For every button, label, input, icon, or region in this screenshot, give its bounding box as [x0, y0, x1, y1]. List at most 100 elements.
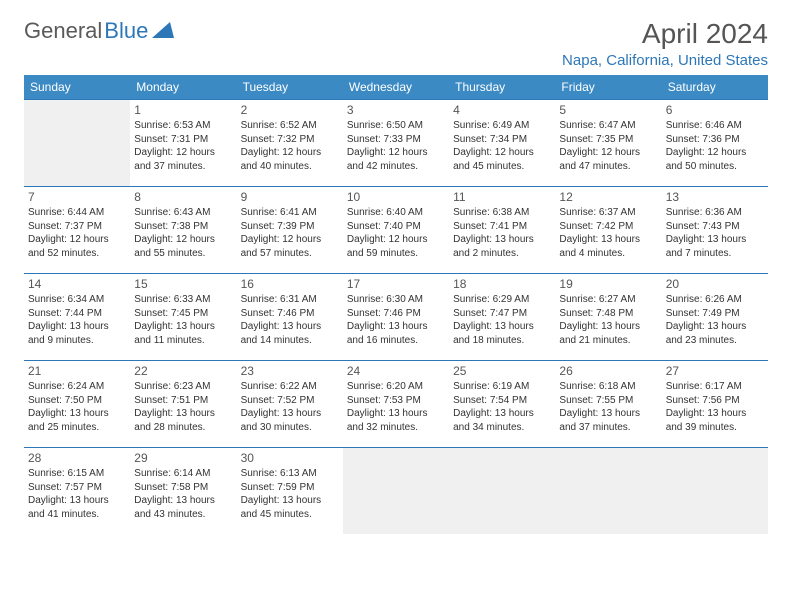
- calendar-cell: 22Sunrise: 6:23 AMSunset: 7:51 PMDayligh…: [130, 361, 236, 448]
- calendar-cell: 7Sunrise: 6:44 AMSunset: 7:37 PMDaylight…: [24, 187, 130, 274]
- dl2-text: and 37 minutes.: [559, 421, 657, 435]
- dl1-text: Daylight: 13 hours: [241, 407, 339, 421]
- dl1-text: Daylight: 13 hours: [347, 320, 445, 334]
- day-number: 28: [28, 450, 126, 466]
- dl1-text: Daylight: 12 hours: [453, 146, 551, 160]
- sunrise-text: Sunrise: 6:29 AM: [453, 293, 551, 307]
- dl1-text: Daylight: 13 hours: [559, 320, 657, 334]
- title-block: April 2024 Napa, California, United Stat…: [562, 18, 768, 69]
- sunset-text: Sunset: 7:40 PM: [347, 220, 445, 234]
- sunrise-text: Sunrise: 6:40 AM: [347, 206, 445, 220]
- calendar-cell: 3Sunrise: 6:50 AMSunset: 7:33 PMDaylight…: [343, 100, 449, 187]
- dl1-text: Daylight: 13 hours: [453, 320, 551, 334]
- day-of-week-row: Sunday Monday Tuesday Wednesday Thursday…: [24, 75, 768, 100]
- dl1-text: Daylight: 13 hours: [666, 320, 764, 334]
- calendar-cell: [662, 448, 768, 535]
- sunset-text: Sunset: 7:47 PM: [453, 307, 551, 321]
- dl1-text: Daylight: 12 hours: [28, 233, 126, 247]
- sunrise-text: Sunrise: 6:43 AM: [134, 206, 232, 220]
- sunrise-text: Sunrise: 6:17 AM: [666, 380, 764, 394]
- sunrise-text: Sunrise: 6:49 AM: [453, 119, 551, 133]
- sunset-text: Sunset: 7:36 PM: [666, 133, 764, 147]
- dl1-text: Daylight: 13 hours: [134, 320, 232, 334]
- calendar-cell: 27Sunrise: 6:17 AMSunset: 7:56 PMDayligh…: [662, 361, 768, 448]
- sunset-text: Sunset: 7:34 PM: [453, 133, 551, 147]
- sunset-text: Sunset: 7:44 PM: [28, 307, 126, 321]
- sunrise-text: Sunrise: 6:53 AM: [134, 119, 232, 133]
- sunset-text: Sunset: 7:39 PM: [241, 220, 339, 234]
- dow-wednesday: Wednesday: [343, 75, 449, 100]
- day-number: 23: [241, 363, 339, 379]
- sunset-text: Sunset: 7:42 PM: [559, 220, 657, 234]
- dow-tuesday: Tuesday: [237, 75, 343, 100]
- dl1-text: Daylight: 12 hours: [559, 146, 657, 160]
- dl2-text: and 11 minutes.: [134, 334, 232, 348]
- dl2-text: and 59 minutes.: [347, 247, 445, 261]
- day-number: 3: [347, 102, 445, 118]
- dl2-text: and 37 minutes.: [134, 160, 232, 174]
- sunset-text: Sunset: 7:31 PM: [134, 133, 232, 147]
- week-row: 14Sunrise: 6:34 AMSunset: 7:44 PMDayligh…: [24, 274, 768, 361]
- location: Napa, California, United States: [562, 52, 768, 69]
- calendar-cell: 11Sunrise: 6:38 AMSunset: 7:41 PMDayligh…: [449, 187, 555, 274]
- day-number: 18: [453, 276, 551, 292]
- calendar-cell: 15Sunrise: 6:33 AMSunset: 7:45 PMDayligh…: [130, 274, 236, 361]
- calendar-cell: [343, 448, 449, 535]
- dl2-text: and 25 minutes.: [28, 421, 126, 435]
- calendar-cell: 9Sunrise: 6:41 AMSunset: 7:39 PMDaylight…: [237, 187, 343, 274]
- sunset-text: Sunset: 7:59 PM: [241, 481, 339, 495]
- day-number: 20: [666, 276, 764, 292]
- dl1-text: Daylight: 12 hours: [666, 146, 764, 160]
- sunrise-text: Sunrise: 6:24 AM: [28, 380, 126, 394]
- dl1-text: Daylight: 13 hours: [666, 233, 764, 247]
- dl2-text: and 45 minutes.: [241, 508, 339, 522]
- calendar-cell: 16Sunrise: 6:31 AMSunset: 7:46 PMDayligh…: [237, 274, 343, 361]
- day-number: 12: [559, 189, 657, 205]
- calendar-cell: 12Sunrise: 6:37 AMSunset: 7:42 PMDayligh…: [555, 187, 661, 274]
- sunset-text: Sunset: 7:54 PM: [453, 394, 551, 408]
- dow-monday: Monday: [130, 75, 236, 100]
- sunset-text: Sunset: 7:37 PM: [28, 220, 126, 234]
- day-number: 21: [28, 363, 126, 379]
- dl2-text: and 57 minutes.: [241, 247, 339, 261]
- sunset-text: Sunset: 7:41 PM: [453, 220, 551, 234]
- calendar-cell: 29Sunrise: 6:14 AMSunset: 7:58 PMDayligh…: [130, 448, 236, 535]
- sunset-text: Sunset: 7:57 PM: [28, 481, 126, 495]
- dl2-text: and 42 minutes.: [347, 160, 445, 174]
- calendar-cell: 14Sunrise: 6:34 AMSunset: 7:44 PMDayligh…: [24, 274, 130, 361]
- calendar-cell: 21Sunrise: 6:24 AMSunset: 7:50 PMDayligh…: [24, 361, 130, 448]
- calendar-cell: 18Sunrise: 6:29 AMSunset: 7:47 PMDayligh…: [449, 274, 555, 361]
- dl2-text: and 39 minutes.: [666, 421, 764, 435]
- sunset-text: Sunset: 7:53 PM: [347, 394, 445, 408]
- sunrise-text: Sunrise: 6:36 AM: [666, 206, 764, 220]
- dl2-text: and 40 minutes.: [241, 160, 339, 174]
- dl1-text: Daylight: 12 hours: [347, 233, 445, 247]
- calendar-cell: 30Sunrise: 6:13 AMSunset: 7:59 PMDayligh…: [237, 448, 343, 535]
- day-number: 14: [28, 276, 126, 292]
- dl1-text: Daylight: 13 hours: [453, 233, 551, 247]
- calendar-cell: 5Sunrise: 6:47 AMSunset: 7:35 PMDaylight…: [555, 100, 661, 187]
- dl1-text: Daylight: 13 hours: [134, 407, 232, 421]
- sunrise-text: Sunrise: 6:47 AM: [559, 119, 657, 133]
- dl1-text: Daylight: 13 hours: [666, 407, 764, 421]
- sunset-text: Sunset: 7:43 PM: [666, 220, 764, 234]
- dl2-text: and 7 minutes.: [666, 247, 764, 261]
- week-row: 1Sunrise: 6:53 AMSunset: 7:31 PMDaylight…: [24, 100, 768, 187]
- sunrise-text: Sunrise: 6:22 AM: [241, 380, 339, 394]
- dl2-text: and 16 minutes.: [347, 334, 445, 348]
- sunrise-text: Sunrise: 6:26 AM: [666, 293, 764, 307]
- sunrise-text: Sunrise: 6:31 AM: [241, 293, 339, 307]
- dl2-text: and 45 minutes.: [453, 160, 551, 174]
- dl1-text: Daylight: 12 hours: [241, 233, 339, 247]
- dl1-text: Daylight: 13 hours: [241, 320, 339, 334]
- dl2-text: and 28 minutes.: [134, 421, 232, 435]
- day-number: 25: [453, 363, 551, 379]
- sunset-text: Sunset: 7:32 PM: [241, 133, 339, 147]
- sunset-text: Sunset: 7:35 PM: [559, 133, 657, 147]
- dl1-text: Daylight: 13 hours: [453, 407, 551, 421]
- day-number: 5: [559, 102, 657, 118]
- dl2-text: and 30 minutes.: [241, 421, 339, 435]
- day-number: 30: [241, 450, 339, 466]
- logo: GeneralBlue: [24, 18, 174, 44]
- sunrise-text: Sunrise: 6:50 AM: [347, 119, 445, 133]
